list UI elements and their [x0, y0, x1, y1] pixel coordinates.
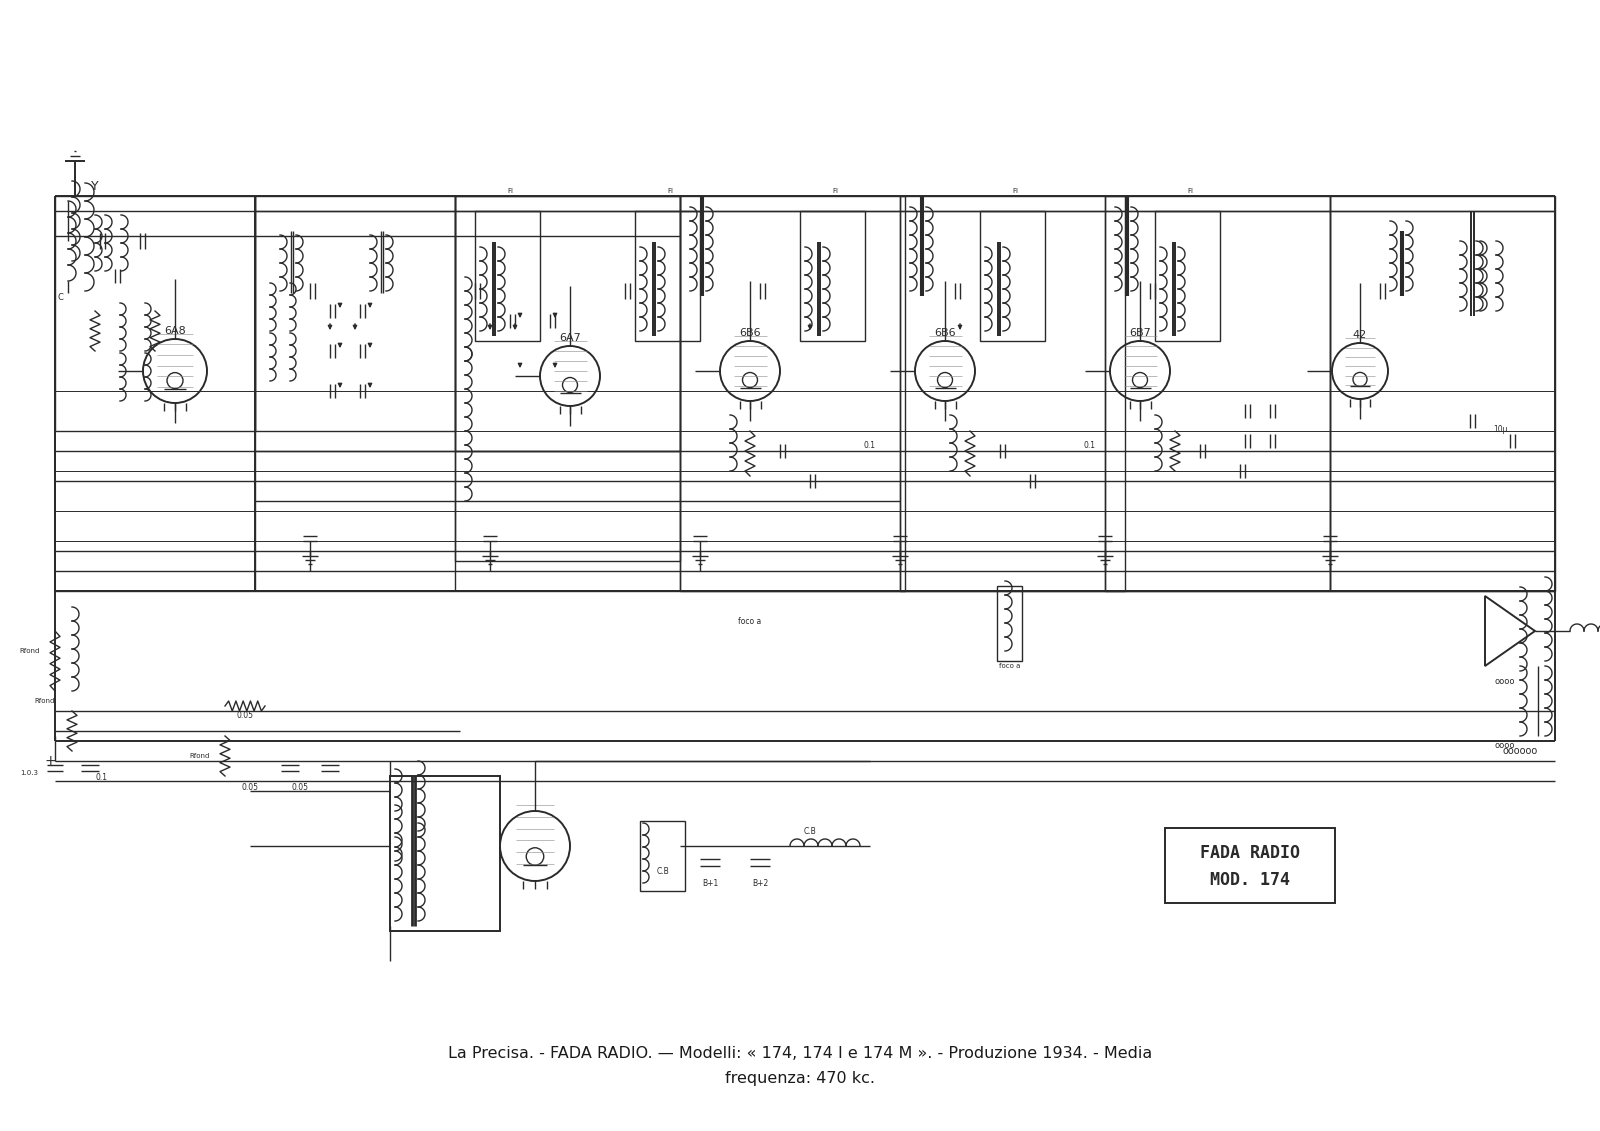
- Text: 10µ: 10µ: [1493, 424, 1507, 433]
- Circle shape: [526, 848, 544, 865]
- Text: 0.05: 0.05: [237, 711, 253, 720]
- Text: FI: FI: [1013, 188, 1018, 195]
- Text: 42: 42: [1354, 330, 1366, 340]
- Text: 0.1: 0.1: [864, 441, 877, 450]
- Circle shape: [1133, 372, 1147, 388]
- Text: oooo: oooo: [1494, 742, 1515, 751]
- Text: MOD. 174: MOD. 174: [1210, 871, 1290, 889]
- Text: Rfond: Rfond: [19, 648, 40, 654]
- Bar: [475, 211, 541, 342]
- Bar: [1330, 196, 1555, 592]
- Circle shape: [166, 372, 182, 389]
- Text: C.B: C.B: [803, 827, 816, 836]
- Bar: [640, 821, 685, 891]
- Bar: [899, 196, 1125, 592]
- Text: FADA RADIO: FADA RADIO: [1200, 844, 1299, 862]
- Text: 0.05: 0.05: [242, 784, 259, 793]
- Text: oooooo: oooooo: [1502, 746, 1538, 756]
- Bar: [680, 196, 906, 592]
- Text: 6B7: 6B7: [1130, 328, 1150, 338]
- Circle shape: [1110, 342, 1170, 402]
- Circle shape: [499, 811, 570, 881]
- Text: 6B6: 6B6: [739, 328, 762, 338]
- Text: Y: Y: [91, 180, 99, 192]
- Text: 1.0.3: 1.0.3: [19, 770, 38, 776]
- Circle shape: [142, 339, 206, 403]
- Text: +: +: [45, 754, 56, 768]
- Text: FI: FI: [507, 188, 514, 195]
- Text: 6A7: 6A7: [558, 333, 581, 343]
- Text: 0.1: 0.1: [1085, 441, 1096, 450]
- Circle shape: [938, 372, 952, 388]
- Text: FI: FI: [832, 188, 838, 195]
- Text: Rfond: Rfond: [190, 753, 210, 759]
- Text: B+1: B+1: [702, 879, 718, 888]
- Text: 6A8: 6A8: [165, 326, 186, 336]
- Text: B+2: B+2: [752, 879, 768, 888]
- Text: 6B6: 6B6: [934, 328, 955, 338]
- Text: oooo: oooo: [1494, 676, 1515, 685]
- Bar: [390, 776, 499, 931]
- Bar: [1155, 211, 1221, 342]
- Circle shape: [563, 378, 578, 392]
- Circle shape: [1331, 343, 1389, 399]
- Bar: [635, 211, 701, 342]
- Circle shape: [720, 342, 781, 402]
- Circle shape: [1354, 372, 1366, 387]
- Bar: [1106, 196, 1330, 592]
- Text: Rfond: Rfond: [35, 698, 54, 703]
- Text: C.B: C.B: [656, 866, 669, 875]
- Text: La Precisa. - FADA RADIO. — Modelli: « 174, 174 I e 174 M ». - Produzione 1934. : La Precisa. - FADA RADIO. — Modelli: « 1…: [448, 1045, 1152, 1061]
- Text: FI: FI: [667, 188, 674, 195]
- Text: foco a: foco a: [738, 616, 762, 625]
- Bar: [254, 196, 454, 431]
- Bar: [454, 196, 680, 451]
- Text: foco a: foco a: [1000, 663, 1021, 670]
- Bar: [979, 211, 1045, 342]
- Text: 0.1: 0.1: [94, 774, 107, 783]
- Bar: [54, 196, 254, 431]
- Bar: [454, 196, 680, 561]
- Bar: [997, 586, 1022, 661]
- Text: 0.05: 0.05: [291, 784, 309, 793]
- Text: frequenza: 470 kc.: frequenza: 470 kc.: [725, 1071, 875, 1087]
- Circle shape: [915, 342, 974, 402]
- Text: FI: FI: [1187, 188, 1194, 195]
- Circle shape: [742, 372, 757, 388]
- Bar: [800, 211, 866, 342]
- Circle shape: [541, 346, 600, 406]
- Text: C: C: [58, 293, 62, 302]
- Bar: [1165, 828, 1334, 903]
